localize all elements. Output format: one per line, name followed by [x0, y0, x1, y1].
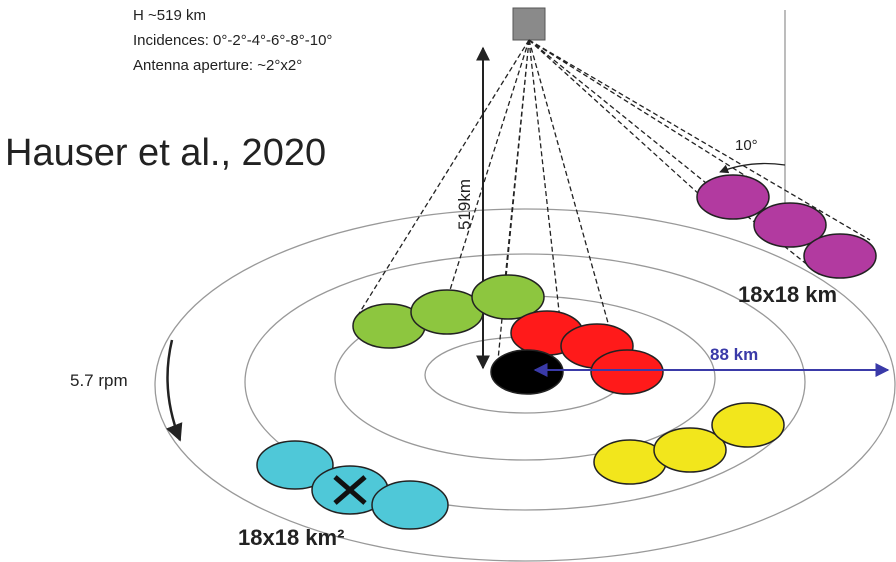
rotation-arrow [166, 339, 183, 442]
range-label: 88 km [710, 345, 758, 364]
angle-label: 10° [735, 137, 758, 154]
citation: Hauser et al., 2020 [5, 132, 326, 174]
footprint-label: 18x18 km² [238, 525, 344, 550]
incidences: Incidences: 0°-2°-4°-6°-8°-10° [133, 32, 332, 49]
aperture: Antenna aperture: ~2°x2° [133, 57, 302, 74]
altitude: H ~519 km [133, 7, 206, 24]
footprints [256, 174, 877, 530]
rotation-label: 5.7 rpm [70, 371, 128, 390]
footprint-label: 18x18 km [738, 282, 837, 307]
height-label: 519km [455, 179, 474, 230]
satellite [512, 7, 546, 41]
angle-arc [719, 162, 786, 174]
